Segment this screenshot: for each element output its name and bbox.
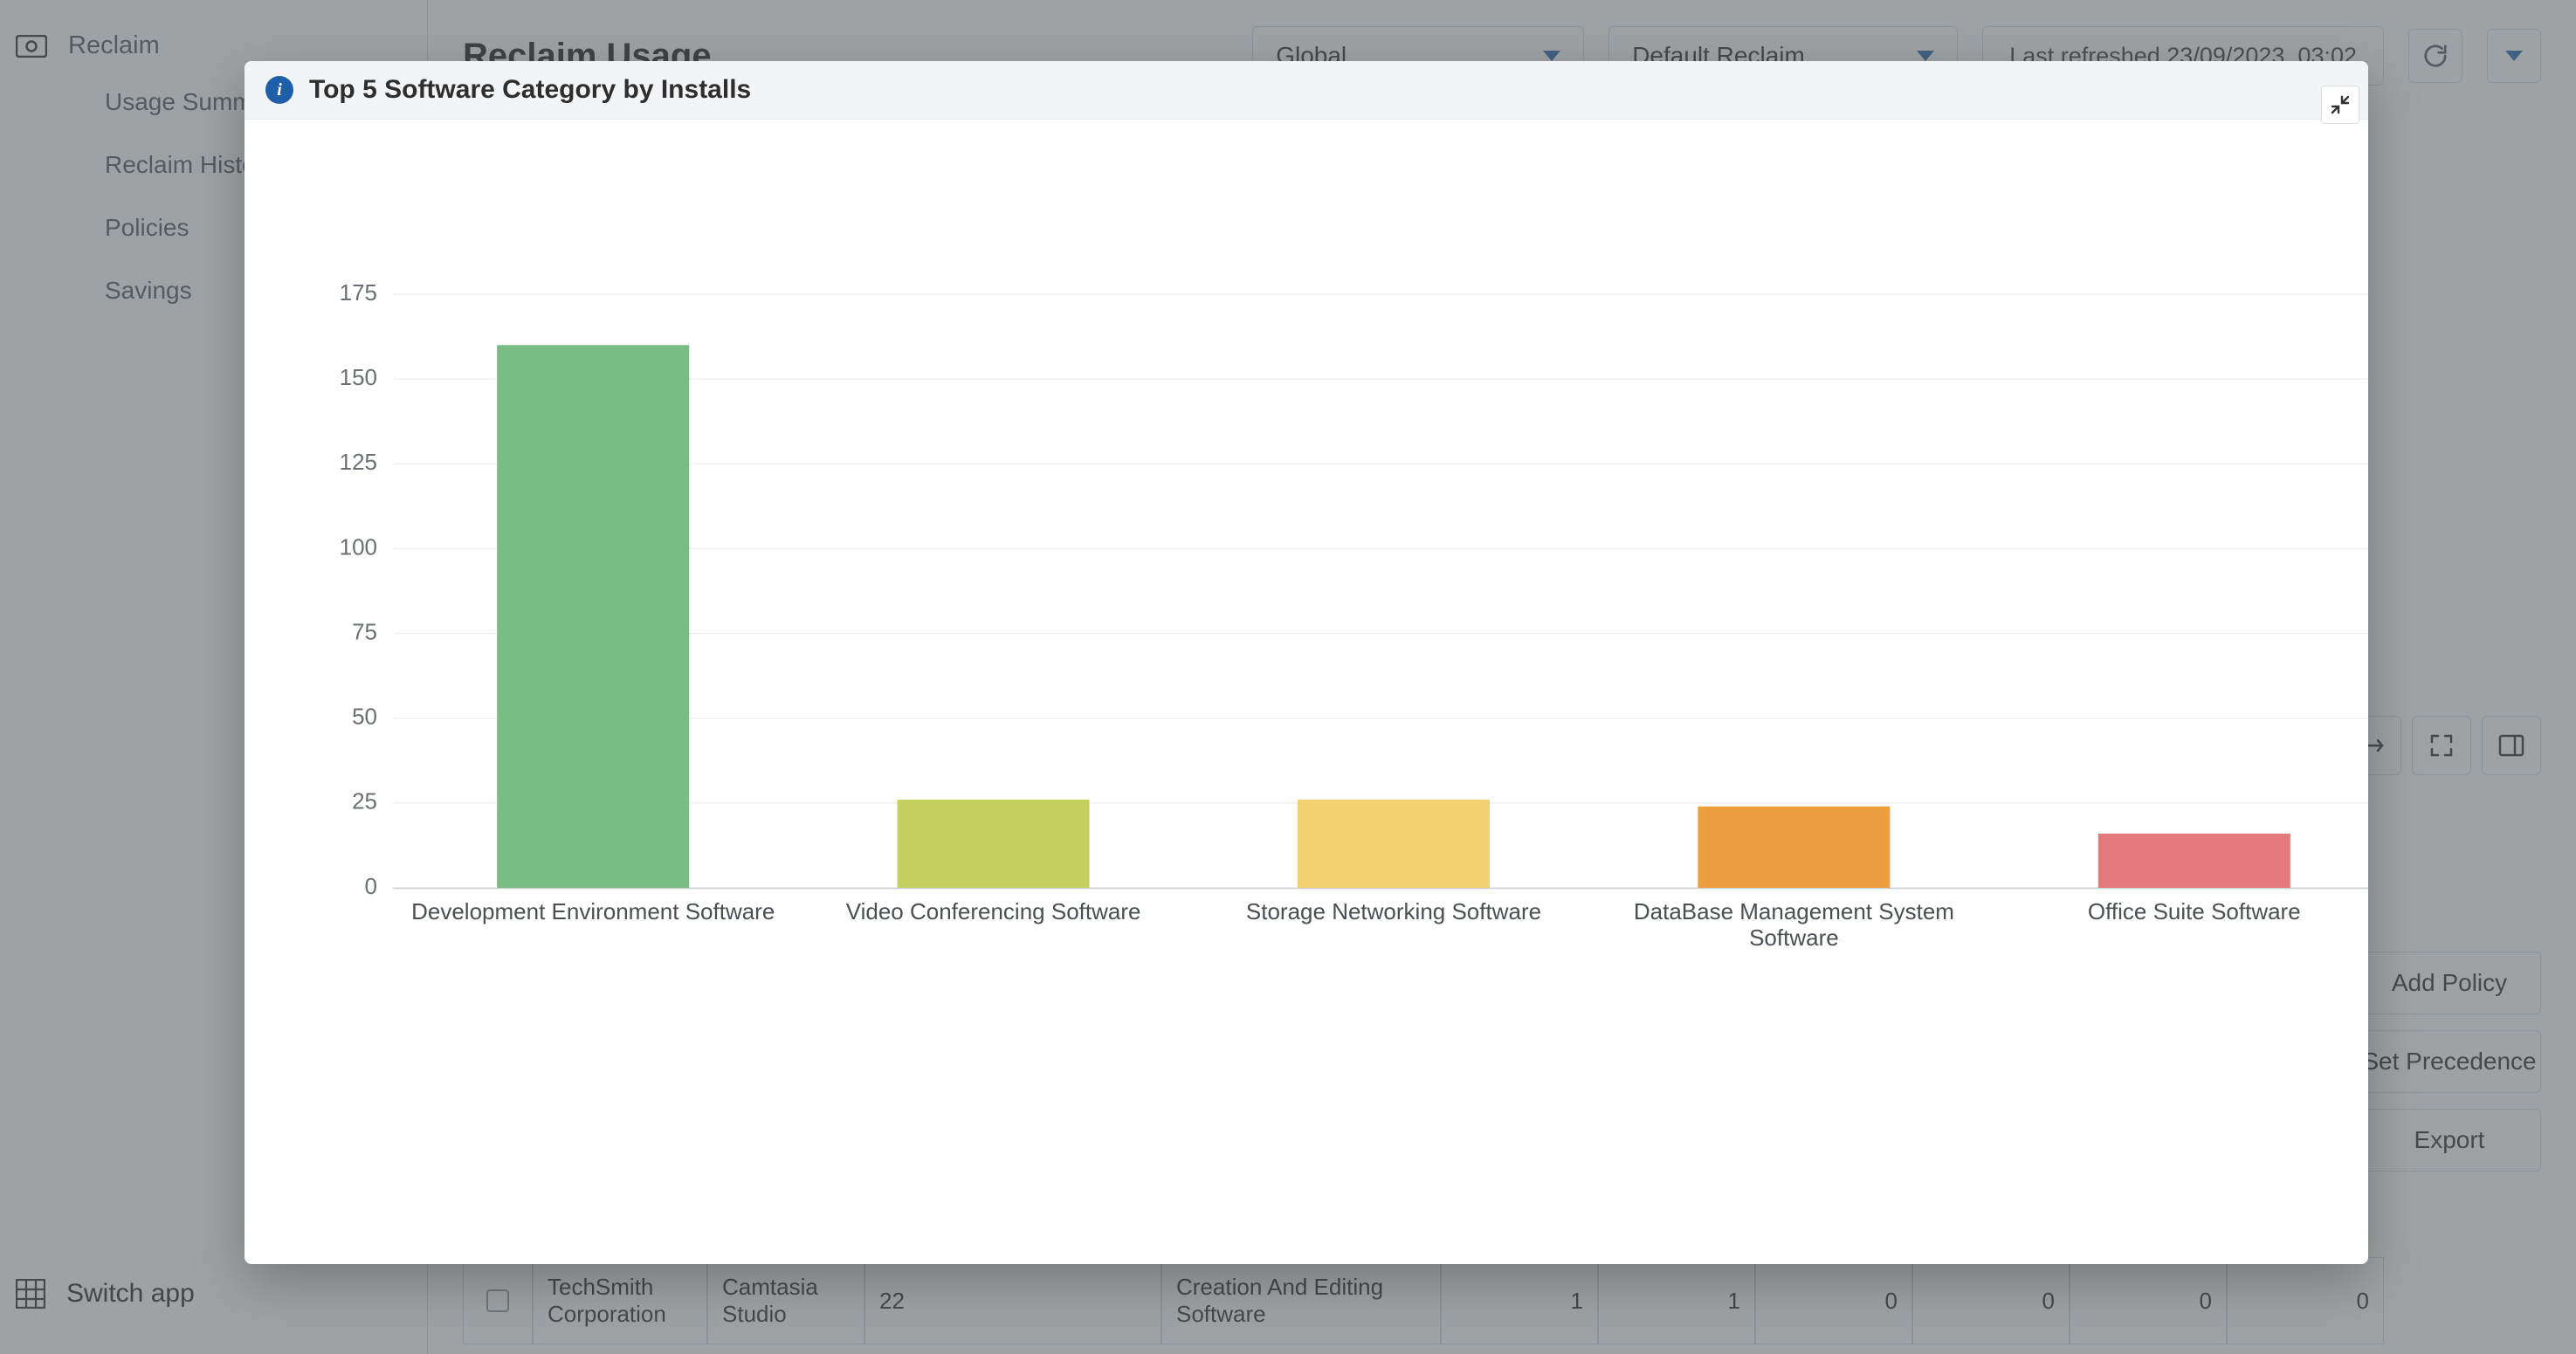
svg-text:Storage Networking Software: Storage Networking Software (1246, 898, 1541, 924)
info-icon: i (265, 76, 293, 104)
svg-text:Software: Software (1749, 924, 1839, 951)
collapse-button[interactable] (2321, 86, 2359, 124)
modal-header: i Top 5 Software Category by Installs (245, 61, 2368, 120)
svg-text:75: 75 (352, 618, 377, 644)
bar-chart: 0 25 50 75 100 125 150 175 Development Environme… (297, 146, 2368, 1264)
svg-text:25: 25 (352, 788, 377, 814)
collapse-icon (2331, 95, 2350, 114)
svg-text:DataBase Management System: DataBase Management System (1634, 898, 1954, 924)
svg-text:150: 150 (340, 364, 377, 390)
svg-text:175: 175 (340, 279, 377, 306)
svg-text:Video Conferencing Software: Video Conferencing Software (846, 898, 1141, 924)
svg-text:Office Suite Software: Office Suite Software (2088, 898, 2301, 924)
top5-modal: i Top 5 Software Category by Installs 0 2… (245, 61, 2368, 1264)
svg-text:50: 50 (352, 704, 377, 730)
modal-body: 0 25 50 75 100 125 150 175 Development Environme… (245, 120, 2368, 1264)
svg-text:125: 125 (340, 449, 377, 475)
svg-text:100: 100 (340, 533, 377, 560)
svg-text:Development Environment Softwa: Development Environment Software (411, 898, 775, 924)
modal-title: Top 5 Software Category by Installs (309, 75, 751, 105)
svg-text:0: 0 (365, 873, 377, 899)
